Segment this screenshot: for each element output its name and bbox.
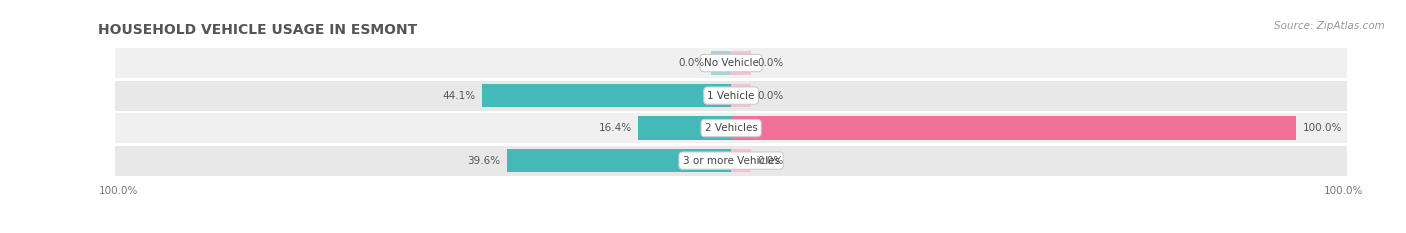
Bar — [638, 116, 731, 140]
Bar — [482, 84, 731, 107]
Text: 0.0%: 0.0% — [758, 58, 785, 68]
Text: Source: ZipAtlas.com: Source: ZipAtlas.com — [1274, 21, 1385, 31]
Bar — [731, 149, 751, 172]
Text: 44.1%: 44.1% — [441, 91, 475, 101]
Bar — [508, 149, 731, 172]
Text: 39.6%: 39.6% — [468, 156, 501, 166]
Bar — [115, 146, 1347, 175]
Bar — [731, 116, 1296, 140]
Bar — [115, 81, 1347, 110]
Bar — [731, 51, 751, 75]
Bar — [115, 113, 1347, 143]
Bar — [115, 48, 1347, 78]
Bar — [711, 51, 731, 75]
Text: 16.4%: 16.4% — [599, 123, 631, 133]
Text: HOUSEHOLD VEHICLE USAGE IN ESMONT: HOUSEHOLD VEHICLE USAGE IN ESMONT — [98, 23, 418, 37]
Text: 2 Vehicles: 2 Vehicles — [704, 123, 758, 133]
Text: 100.0%: 100.0% — [1303, 123, 1343, 133]
Text: 1 Vehicle: 1 Vehicle — [707, 91, 755, 101]
Text: 0.0%: 0.0% — [678, 58, 704, 68]
Bar — [731, 84, 751, 107]
Text: 3 or more Vehicles: 3 or more Vehicles — [682, 156, 780, 166]
Text: 0.0%: 0.0% — [758, 156, 785, 166]
Text: No Vehicle: No Vehicle — [703, 58, 759, 68]
Text: 0.0%: 0.0% — [758, 91, 785, 101]
